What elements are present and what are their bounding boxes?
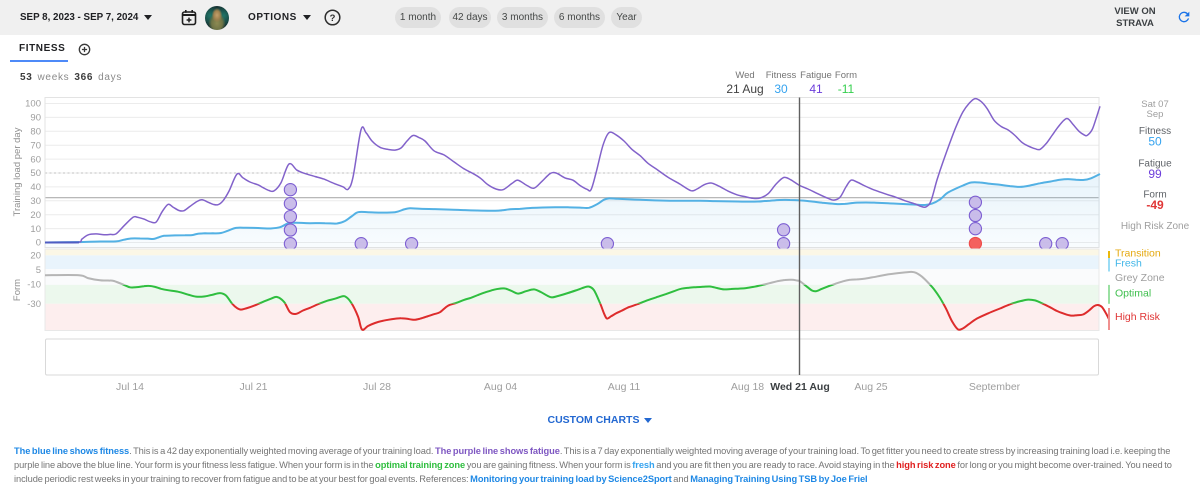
svg-text:20: 20: [30, 251, 41, 262]
svg-text:Fatigue: Fatigue: [1138, 159, 1172, 170]
svg-text:30: 30: [30, 196, 41, 207]
svg-text:Fatigue: Fatigue: [800, 70, 832, 81]
svg-text:100: 100: [25, 99, 41, 110]
svg-text:Grey Zone: Grey Zone: [1115, 272, 1165, 284]
svg-text:99: 99: [1148, 167, 1162, 181]
svg-text:Wed 21 Aug: Wed 21 Aug: [770, 381, 830, 393]
svg-text:Training load per day: Training load per day: [12, 127, 23, 216]
svg-text:Transition: Transition: [1115, 248, 1161, 260]
svg-text:Sep: Sep: [1147, 109, 1164, 120]
svg-text:10: 10: [30, 224, 41, 235]
svg-text:-30: -30: [27, 299, 41, 310]
svg-text:?: ?: [330, 13, 336, 24]
svg-text:-49: -49: [1146, 198, 1164, 212]
svg-text:40: 40: [30, 182, 41, 193]
svg-text:-10: -10: [27, 280, 41, 291]
svg-text:September: September: [969, 381, 1021, 393]
svg-text:Wed: Wed: [735, 70, 754, 81]
svg-text:Optimal: Optimal: [1115, 288, 1151, 300]
svg-text:Form: Form: [835, 70, 857, 81]
svg-text:50: 50: [1148, 135, 1162, 149]
svg-text:41: 41: [809, 82, 823, 96]
svg-text:High Risk Zone: High Risk Zone: [1121, 221, 1190, 232]
svg-text:20: 20: [30, 210, 41, 221]
svg-text:High Risk: High Risk: [1115, 311, 1161, 323]
svg-text:Jul 28: Jul 28: [363, 381, 391, 393]
svg-text:Jul 21: Jul 21: [239, 381, 267, 393]
svg-text:60: 60: [30, 154, 41, 165]
svg-text:Fitness: Fitness: [766, 70, 797, 81]
svg-text:70: 70: [30, 140, 41, 151]
svg-text:Sat 07: Sat 07: [1141, 99, 1168, 110]
svg-text:Aug 18: Aug 18: [731, 381, 764, 393]
svg-text:-11: -11: [838, 82, 855, 96]
svg-text:Aug 11: Aug 11: [608, 381, 641, 393]
svg-text:Jul 14: Jul 14: [116, 381, 144, 393]
svg-text:21 Aug: 21 Aug: [726, 82, 763, 96]
svg-text:Aug 25: Aug 25: [854, 381, 887, 393]
svg-text:Fitness: Fitness: [1139, 126, 1171, 137]
svg-text:Form: Form: [1143, 190, 1166, 201]
svg-text:90: 90: [30, 113, 41, 124]
svg-text:5: 5: [36, 265, 41, 276]
svg-text:50: 50: [30, 168, 41, 179]
svg-text:80: 80: [30, 127, 41, 138]
svg-text:Fresh: Fresh: [1115, 258, 1142, 270]
svg-text:Aug 04: Aug 04: [484, 381, 517, 393]
svg-text:0: 0: [36, 238, 41, 249]
svg-text:Form: Form: [12, 279, 23, 301]
svg-text:30: 30: [774, 82, 788, 96]
